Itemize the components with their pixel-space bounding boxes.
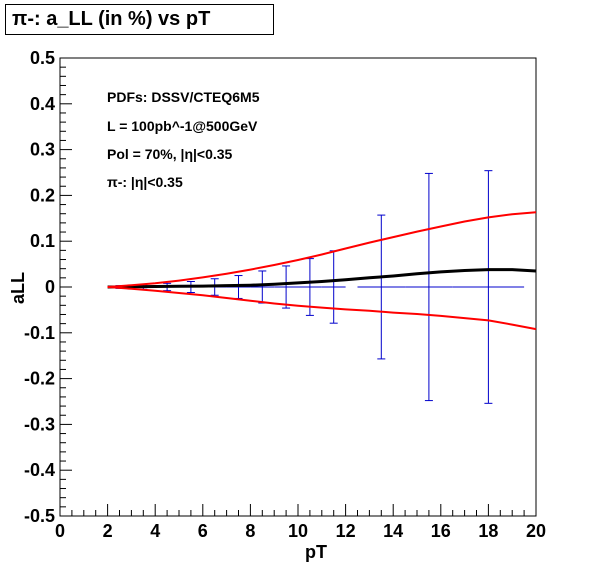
y-tick-label: -0.5 bbox=[24, 506, 55, 526]
annotation-text: Pol = 70%, |η|<0.35 bbox=[107, 146, 233, 162]
x-tick-label: 4 bbox=[150, 521, 160, 541]
y-tick-label: 0.1 bbox=[30, 231, 55, 251]
x-tick-label: 0 bbox=[55, 521, 65, 541]
x-tick-label: 10 bbox=[288, 521, 308, 541]
y-tick-label: 0.3 bbox=[30, 140, 55, 160]
series-layer bbox=[107, 211, 537, 331]
x-tick-label: 18 bbox=[478, 521, 498, 541]
x-tick-label: 2 bbox=[103, 521, 113, 541]
annotation-text: L = 100pb^-1@500GeV bbox=[107, 118, 258, 134]
x-tick-label: 20 bbox=[526, 521, 546, 541]
annotation-layer: PDFs: DSSV/CTEQ6M5 L = 100pb^-1@500GeV Pol… bbox=[107, 89, 260, 190]
x-tick-label: 16 bbox=[431, 521, 451, 541]
y-tick-label: 0.4 bbox=[30, 94, 55, 114]
tick-layer: 0 2 4 6 8 10 12 14 16 18 20 -0.5 -0.4 -0.3 -0.2 -0.1 0 0.… bbox=[24, 48, 546, 541]
y-tick-label: -0.4 bbox=[24, 460, 55, 480]
x-tick-label: 6 bbox=[198, 521, 208, 541]
series-line-0 bbox=[107, 268, 537, 289]
x-tick-label: 12 bbox=[336, 521, 356, 541]
chart-title: π-: a_LL (in %) vs pT bbox=[5, 4, 274, 35]
y-tick-label: 0.5 bbox=[30, 48, 55, 68]
x-axis-title: pT bbox=[305, 542, 327, 562]
annotation-text: PDFs: DSSV/CTEQ6M5 bbox=[107, 89, 260, 105]
annotation-text: π-: |η|<0.35 bbox=[107, 174, 183, 190]
y-axis-title: aLL bbox=[8, 272, 28, 304]
y-tick-label: -0.3 bbox=[24, 414, 55, 434]
y-tick-label: -0.2 bbox=[24, 369, 55, 389]
series-line-1 bbox=[107, 211, 537, 288]
x-tick-label: 8 bbox=[245, 521, 255, 541]
series-line-2 bbox=[107, 286, 537, 331]
y-tick-label: -0.1 bbox=[24, 323, 55, 343]
x-tick-label: 14 bbox=[383, 521, 403, 541]
y-tick-label: 0.2 bbox=[30, 185, 55, 205]
error-bar-layer bbox=[107, 170, 525, 404]
y-tick-label: 0 bbox=[45, 277, 55, 297]
